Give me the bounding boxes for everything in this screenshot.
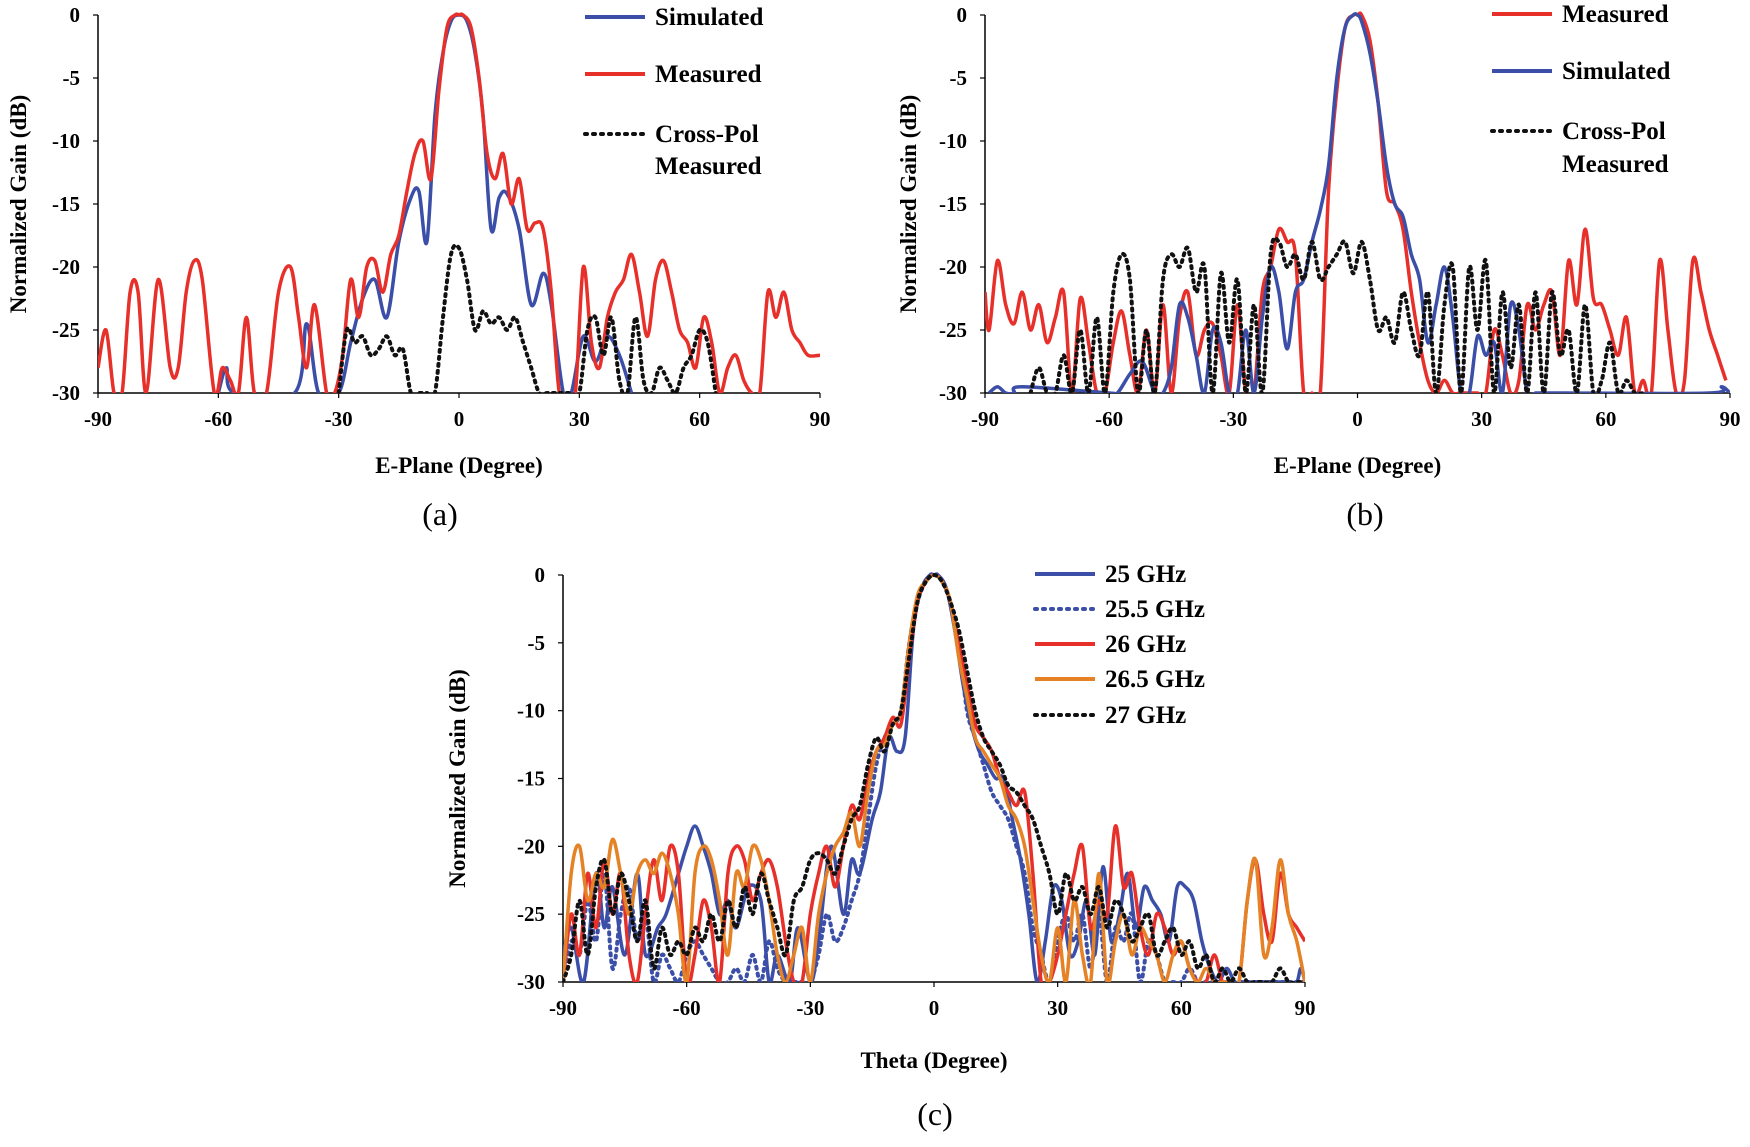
y-tick-label: -15 — [939, 192, 967, 216]
x-tick-label: -30 — [325, 407, 353, 431]
x-axis-title: E-Plane (Degree) — [1274, 453, 1442, 478]
x-tick-label: -60 — [673, 996, 701, 1020]
y-tick-label: -10 — [939, 129, 967, 153]
y-axis-title: Normalized Gain (dB) — [896, 95, 921, 314]
x-tick-label: -90 — [84, 407, 112, 431]
legend-label: Simulated — [655, 4, 763, 31]
x-axis-title: E-Plane (Degree) — [375, 453, 543, 478]
x-tick-label: 0 — [929, 996, 940, 1020]
y-tick-label: -15 — [52, 192, 80, 216]
legend-label: Measured — [655, 61, 762, 88]
x-axis-title: Theta (Degree) — [860, 1048, 1007, 1073]
chart-b: -90 -60 -30 0 30 60 90 0 -5 -10 -15 -20 -25 -30 E-Plan… — [896, 1, 1741, 532]
legend-label-line2: Measured — [655, 153, 762, 180]
figure-caption: (b) — [1346, 496, 1383, 532]
x-tick-label: -90 — [549, 996, 577, 1020]
figure-caption: (a) — [422, 496, 458, 532]
plot-area — [985, 11, 1730, 393]
legend-label: 27 GHz — [1105, 702, 1186, 729]
x-tick-label: -90 — [971, 407, 999, 431]
x-tick-label: -30 — [1219, 407, 1247, 431]
x-tick-label: 30 — [569, 407, 590, 431]
x-tick-label: 60 — [1171, 996, 1192, 1020]
y-tick-label: -30 — [517, 970, 545, 994]
y-tick-label: -20 — [517, 834, 545, 858]
legend-label: Simulated — [1562, 58, 1670, 85]
x-tick-label: 0 — [1352, 407, 1363, 431]
y-tick-label: 0 — [957, 3, 968, 27]
x-tick-label: -60 — [1095, 407, 1123, 431]
y-tick-label: -15 — [517, 767, 545, 791]
chart-a: -90 -60 -30 0 30 60 90 0 -5 -10 -15 -20 -25 -30 E-Plan… — [6, 3, 831, 532]
y-tick-label: 0 — [70, 3, 81, 27]
y-tick-label: -20 — [939, 255, 967, 279]
legend: Measured Simulated Cross-Pol Measured — [1490, 1, 1670, 178]
y-tick-label: -25 — [52, 318, 80, 342]
legend: 25 GHz 25.5 GHz 26 GHz 26.5 GHz 27 GHz — [1033, 561, 1205, 729]
y-tick-label: -25 — [517, 902, 545, 926]
series-line-26-ghz — [563, 573, 1305, 982]
plot-area — [563, 572, 1305, 982]
legend-label: 25.5 GHz — [1105, 596, 1205, 623]
series-line-25-ghz — [563, 572, 1305, 982]
x-tick-label: 90 — [810, 407, 831, 431]
legend-label: 26.5 GHz — [1105, 666, 1205, 693]
series-line-26-5-ghz — [563, 573, 1305, 982]
x-tick-label: -30 — [796, 996, 824, 1020]
x-tick-label: 90 — [1295, 996, 1316, 1020]
x-tick-label: 0 — [454, 407, 465, 431]
y-axis-title: Normalized Gain (dB) — [6, 95, 31, 314]
legend-label: 26 GHz — [1105, 631, 1186, 658]
x-tick-label: 30 — [1047, 996, 1068, 1020]
y-tick-label: -5 — [528, 631, 546, 655]
series-line-simulated — [216, 13, 634, 393]
series-line-cross-pol-measured — [1028, 235, 1646, 393]
legend-label: Measured — [1562, 1, 1669, 28]
series-line-cross-pol-measured — [336, 243, 718, 393]
legend-label: Cross-Pol — [655, 121, 759, 148]
y-tick-label: -10 — [517, 699, 545, 723]
x-tick-label: 60 — [1595, 407, 1616, 431]
series-line-27-ghz — [563, 573, 1305, 982]
y-axis-title: Normalized Gain (dB) — [445, 669, 470, 888]
legend-label-line2: Measured — [1562, 151, 1669, 178]
y-tick-label: -20 — [52, 255, 80, 279]
y-tick-label: -30 — [52, 381, 80, 405]
y-tick-label: -10 — [52, 129, 80, 153]
x-tick-label: 90 — [1720, 407, 1741, 431]
y-tick-label: -25 — [939, 318, 967, 342]
series-line-measured — [98, 12, 820, 393]
y-tick-label: 0 — [535, 563, 546, 587]
series-line-25-5-ghz — [563, 573, 1305, 982]
series-line-simulated — [987, 12, 1730, 393]
y-tick-label: -5 — [63, 66, 81, 90]
legend-label: Cross-Pol — [1562, 118, 1666, 145]
x-tick-label: 60 — [689, 407, 710, 431]
y-tick-label: -5 — [950, 66, 968, 90]
x-tick-label: 30 — [1471, 407, 1492, 431]
x-tick-label: -60 — [204, 407, 232, 431]
plot-area — [98, 12, 820, 393]
chart-c: -90 -60 -30 0 30 60 90 0 -5 -10 -15 -20 -25 -30 Theta … — [445, 561, 1316, 1132]
y-tick-label: -30 — [939, 381, 967, 405]
legend: Simulated Measured Cross-Pol Measured — [583, 4, 763, 180]
figure-caption: (c) — [917, 1096, 953, 1132]
legend-label: 25 GHz — [1105, 561, 1186, 588]
